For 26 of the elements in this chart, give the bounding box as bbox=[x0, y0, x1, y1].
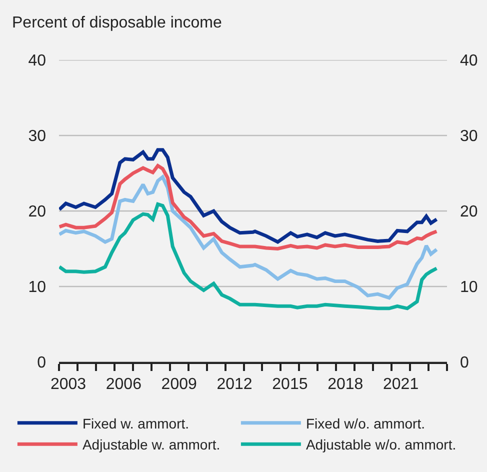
y2-tick-label: 0 bbox=[460, 354, 469, 372]
x-tick-label: 2012 bbox=[216, 376, 252, 393]
legend-label: Fixed w/o. ammort. bbox=[306, 415, 425, 432]
x-tick-label: 2015 bbox=[272, 376, 308, 393]
y-tick-label: 10 bbox=[28, 279, 46, 296]
x-tick-label: 2003 bbox=[50, 376, 86, 393]
y-tick-label: 0 bbox=[37, 354, 46, 372]
line-series bbox=[59, 202, 438, 310]
y-tick-label: 20 bbox=[28, 204, 46, 221]
y2-tick-label: 40 bbox=[460, 52, 478, 70]
x-tick-label: 2006 bbox=[106, 376, 142, 393]
line-series bbox=[59, 164, 438, 250]
x-tick-label: 2009 bbox=[161, 376, 197, 393]
legend-label: Adjustable w. ammort. bbox=[82, 436, 220, 453]
legend-label: Fixed w. ammort. bbox=[82, 415, 190, 432]
legend-label: Adjustable w/o. ammort. bbox=[306, 436, 456, 453]
line-series bbox=[59, 148, 438, 244]
y2-tick-label: 20 bbox=[460, 204, 478, 221]
x-tick-label: 2018 bbox=[328, 376, 364, 393]
y2-tick-label: 30 bbox=[460, 128, 478, 146]
y2-tick-label: 10 bbox=[460, 279, 478, 296]
line-series bbox=[59, 175, 438, 300]
chart-title: Percent of disposable income bbox=[12, 14, 222, 32]
x-tick-label: 2021 bbox=[383, 376, 419, 393]
y-tick-label: 30 bbox=[28, 128, 46, 146]
y-tick-label: 40 bbox=[28, 52, 46, 70]
